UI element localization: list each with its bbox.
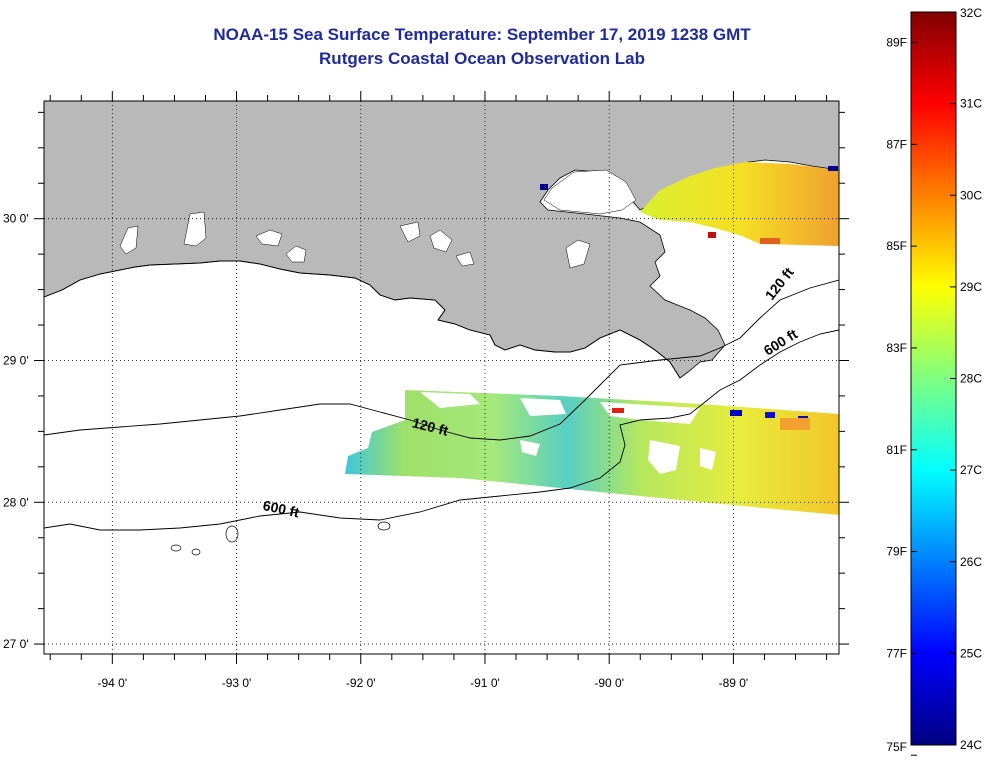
celsius-tick-label: 24C	[960, 738, 982, 752]
lon-tick-label: -94 0'	[97, 676, 127, 690]
fahrenheit-tick-label: 87F	[886, 137, 907, 151]
sst-patch-east	[640, 162, 839, 246]
celsius-tick-label: 29C	[960, 280, 982, 294]
swath-cloud-gaps	[420, 392, 716, 474]
isobath-600ft	[44, 329, 839, 531]
sst-warm-speckles	[540, 166, 838, 430]
isobath-label: 120 ft	[762, 264, 797, 303]
lon-tick-label: -92 0'	[346, 676, 376, 690]
lon-tick-label: -93 0'	[222, 676, 252, 690]
plot-frame	[43, 100, 840, 655]
fahrenheit-tick-label: 77F	[886, 646, 907, 660]
colorbar: 32C 31C 30C 29C 28C 27C 26C 25C 24C 89F 87F 85F 83F 8…	[886, 6, 982, 756]
map-subtitle: Rutgers Coastal Ocean Observation Lab	[319, 49, 645, 68]
map-title: NOAA-15 Sea Surface Temperature: Septemb…	[213, 25, 751, 44]
axis-ticks: -94 0' -93 0' -92 0' -91 0' -90 0' -89 0' 30 0…	[3, 91, 849, 690]
sst-swath	[345, 390, 839, 515]
celsius-tick-label: 30C	[960, 188, 982, 202]
lat-tick-label: 30 0'	[3, 212, 29, 226]
lat-tick-label: 29 0'	[3, 353, 29, 367]
fahrenheit-tick-label: 83F	[886, 341, 907, 355]
graticule	[44, 101, 839, 654]
reef-outlines	[170, 521, 391, 556]
colorbar-ramp	[910, 11, 957, 746]
lat-tick-label: 27 0'	[3, 637, 29, 651]
lat-tick-label: 28 0'	[3, 495, 29, 509]
celsius-tick-label: 26C	[960, 555, 982, 569]
celsius-tick-label: 28C	[960, 372, 982, 386]
isobath-label: 600 ft	[761, 325, 801, 358]
fahrenheit-tick-label: 89F	[886, 36, 907, 50]
fahrenheit-tick-label: 79F	[886, 545, 907, 559]
lon-tick-label: -91 0'	[470, 676, 500, 690]
celsius-tick-label: 32C	[960, 6, 982, 20]
isobath-label: 600 ft	[262, 497, 301, 520]
celsius-tick-label: 31C	[960, 97, 982, 111]
fahrenheit-tick-label: 81F	[886, 443, 907, 457]
celsius-tick-label: 25C	[960, 646, 982, 660]
land-cloud-patches	[119, 169, 637, 269]
lon-tick-label: -89 0'	[719, 676, 749, 690]
fahrenheit-tick-label: 75F	[886, 740, 907, 754]
coastline	[44, 260, 681, 379]
lon-tick-label: -90 0'	[594, 676, 624, 690]
celsius-tick-label: 27C	[960, 463, 982, 477]
fahrenheit-tick-label: 85F	[886, 239, 907, 253]
